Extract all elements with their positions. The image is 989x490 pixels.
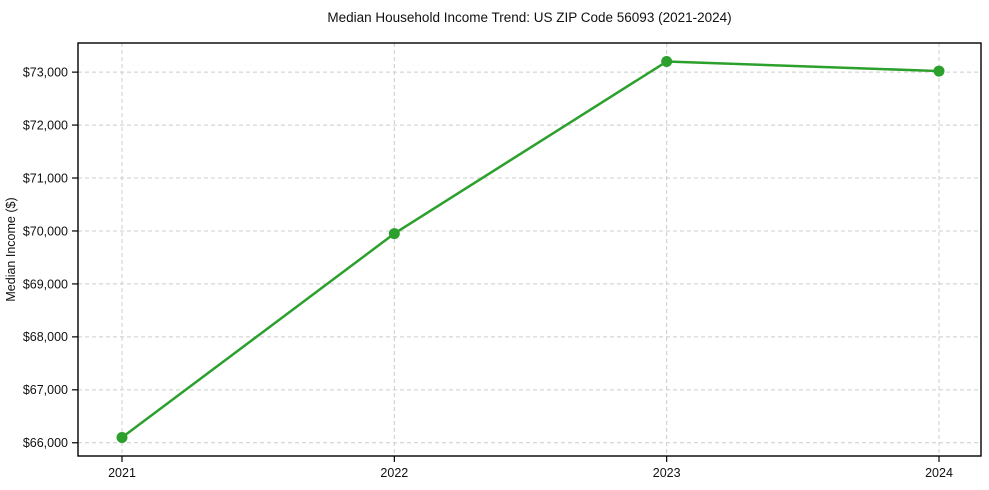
y-tick-label: $73,000 xyxy=(23,65,68,79)
y-axis-label: Median Income ($) xyxy=(4,197,18,301)
axis-layer: $66,000 $67,000 $68,000 $69,000 $70,000 $71,0… xyxy=(23,42,982,480)
y-tick-label: $69,000 xyxy=(23,277,68,291)
data-point-marker xyxy=(933,65,945,77)
plot-border xyxy=(77,42,982,457)
x-tick-label: 2023 xyxy=(653,466,681,480)
grid-layer xyxy=(78,43,981,456)
y-tick-label: $72,000 xyxy=(23,118,68,132)
chart-title: Median Household Income Trend: US ZIP Co… xyxy=(327,10,731,25)
data-point-marker xyxy=(388,228,400,240)
x-tick-label: 2022 xyxy=(380,466,408,480)
data-point-marker xyxy=(116,431,128,443)
y-tick-label: $67,000 xyxy=(23,383,68,397)
x-tick-label: 2024 xyxy=(925,466,953,480)
y-tick-label: $71,000 xyxy=(23,171,68,185)
data-point-marker xyxy=(661,56,673,68)
y-tick-label: $66,000 xyxy=(23,436,68,450)
series-line xyxy=(120,60,941,439)
x-tick-label: 2021 xyxy=(108,466,136,480)
y-tick-label: $70,000 xyxy=(23,224,68,238)
y-tick-label: $68,000 xyxy=(23,330,68,344)
series-layer xyxy=(116,56,945,443)
